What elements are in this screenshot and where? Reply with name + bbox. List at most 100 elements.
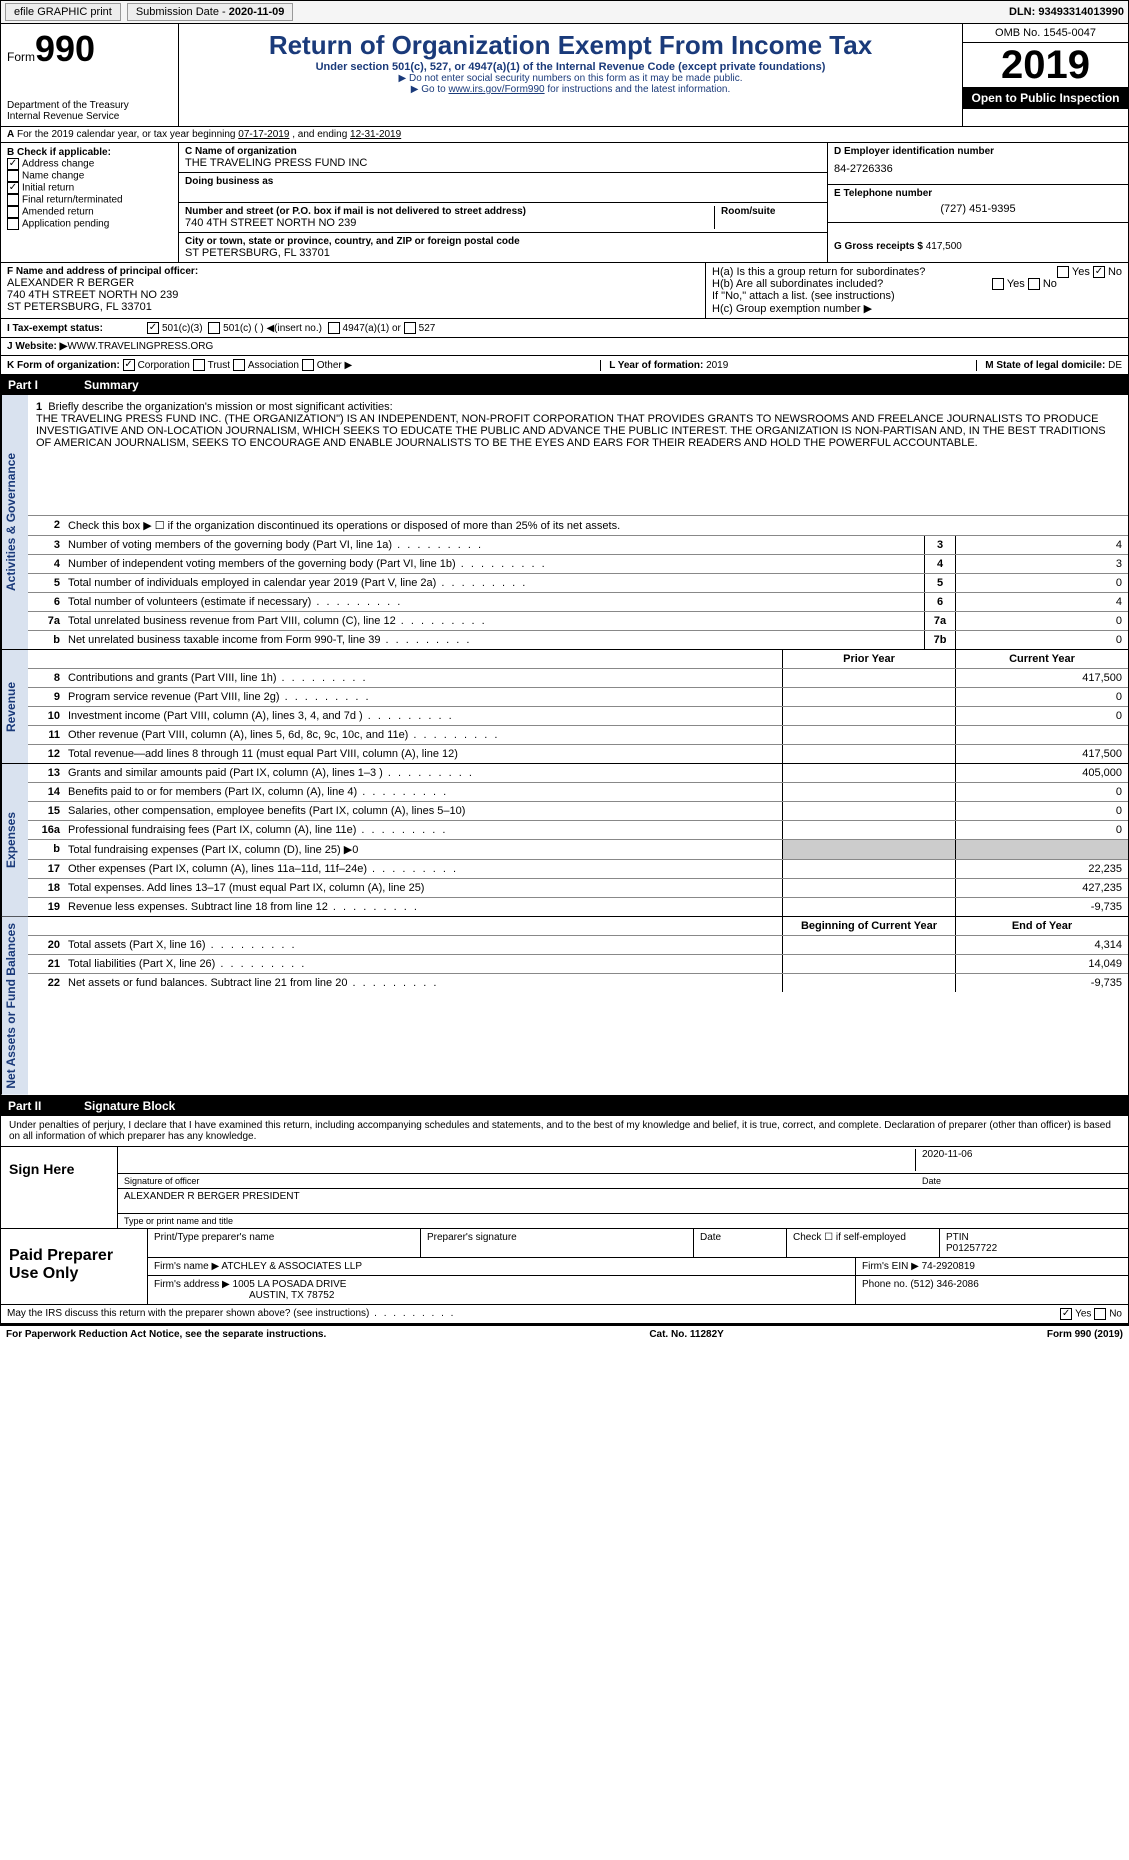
ck-501c3[interactable] (147, 322, 159, 334)
section-fh: F Name and address of principal officer:… (0, 263, 1129, 319)
firm-phone-value: (512) 346-2086 (910, 1279, 978, 1290)
sig-officer-name: ALEXANDER R BERGER PRESIDENT (124, 1191, 300, 1211)
submission-date-button[interactable]: Submission Date - 2020-11-09 (127, 3, 294, 21)
signature-block: Under penalties of perjury, I declare th… (0, 1116, 1129, 1305)
f-officer-addr1: 740 4TH STREET NORTH NO 239 (7, 289, 699, 301)
ck-trust[interactable] (193, 359, 205, 371)
line-19: 19Revenue less expenses. Subtract line 1… (28, 897, 1128, 916)
firm-addr1: 1005 LA POSADA DRIVE (233, 1279, 347, 1290)
ck-final-return[interactable] (7, 194, 19, 206)
c-name-label: C Name of organization (185, 146, 821, 157)
firm-name-value: ATCHLEY & ASSOCIATES LLP (221, 1261, 362, 1272)
section-bcd: B Check if applicable: Address change Na… (0, 143, 1129, 263)
m-state-domicile: M State of legal domicile: DE (976, 360, 1122, 371)
c-street-value: 740 4TH STREET NORTH NO 239 (185, 217, 714, 229)
c-dba-value (185, 187, 821, 199)
ck-initial-return[interactable] (7, 182, 19, 194)
ck-hb-yes[interactable] (992, 278, 1004, 290)
box-deg: D Employer identification number 84-2726… (827, 143, 1128, 262)
hb-label: H(b) Are all subordinates included? (712, 278, 883, 290)
line-1-mission: 1 Briefly describe the organization's mi… (28, 395, 1128, 515)
f-label: F Name and address of principal officer: (7, 266, 699, 277)
line-9-cur: 0 (955, 688, 1128, 706)
line-13-cur: 405,000 (955, 764, 1128, 782)
row-j-website: J Website: ▶ WWW.TRAVELINGPRESS.ORG (0, 338, 1129, 356)
prep-h3: Date (694, 1229, 787, 1257)
ck-4947[interactable] (328, 322, 340, 334)
line-3-text: Number of voting members of the governin… (64, 536, 924, 554)
line-12-cur: 417,500 (955, 745, 1128, 763)
i-4947: 4947(a)(1) or (343, 323, 401, 334)
col-end-year: End of Year (955, 917, 1128, 935)
form-title: Return of Organization Exempt From Incom… (185, 30, 956, 61)
header-right: OMB No. 1545-0047 2019 Open to Public In… (962, 24, 1128, 126)
ck-name-change[interactable] (7, 170, 19, 182)
pra-notice: For Paperwork Reduction Act Notice, see … (6, 1329, 326, 1340)
line-20-eoy: 4,314 (955, 936, 1128, 954)
vtab-net-assets: Net Assets or Fund Balances (1, 917, 28, 1095)
form-note2: ▶ Go to www.irs.gov/Form990 for instruct… (185, 84, 956, 95)
note2-a: ▶ Go to (411, 84, 449, 95)
efile-print-button[interactable]: efile GRAPHIC print (5, 3, 121, 21)
ck-discuss-no[interactable] (1094, 1308, 1106, 1320)
b-header: B Check if applicable: (7, 147, 172, 158)
firm-ein-label: Firm's EIN ▶ (862, 1261, 922, 1272)
col-prior-year: Prior Year (782, 650, 955, 668)
line-8: 8Contributions and grants (Part VIII, li… (28, 668, 1128, 687)
discuss-no: No (1109, 1308, 1122, 1319)
ck-527[interactable] (404, 322, 416, 334)
line-20-boy (782, 936, 955, 954)
line-18-prior (782, 879, 955, 897)
line-14-prior (782, 783, 955, 801)
line-16a-cur: 0 (955, 821, 1128, 839)
g-gross-value: 417,500 (926, 241, 962, 252)
ck-hb-no[interactable] (1028, 278, 1040, 290)
line-11-prior (782, 726, 955, 744)
line-4-val: 3 (955, 555, 1128, 573)
col-current-year: Current Year (955, 650, 1128, 668)
ck-discuss-yes[interactable] (1060, 1308, 1072, 1320)
line-7b-val: 0 (955, 631, 1128, 649)
line-3-val: 4 (955, 536, 1128, 554)
ck-association[interactable] (233, 359, 245, 371)
line-7b: bNet unrelated business taxable income f… (28, 630, 1128, 649)
vtab-revenue: Revenue (1, 650, 28, 763)
section-net-assets: Net Assets or Fund Balances Beginning of… (0, 917, 1129, 1096)
ck-ha-no[interactable] (1093, 266, 1105, 278)
box-b: B Check if applicable: Address change Na… (1, 143, 179, 262)
k-assoc: Association (248, 360, 299, 371)
ck-corporation[interactable] (123, 359, 135, 371)
lbl-amended-return: Amended return (22, 207, 94, 218)
line-4-text: Number of independent voting members of … (64, 555, 924, 573)
irs-link[interactable]: www.irs.gov/Form990 (448, 84, 544, 95)
ck-amended-return[interactable] (7, 206, 19, 218)
ck-address-change[interactable] (7, 158, 19, 170)
line-14: 14Benefits paid to or for members (Part … (28, 782, 1128, 801)
sign-here-row: Sign Here 2020-11-06 Signature of office… (1, 1146, 1128, 1228)
top-bar: efile GRAPHIC print Submission Date - 20… (0, 0, 1129, 24)
line-11: 11Other revenue (Part VIII, column (A), … (28, 725, 1128, 744)
ck-other[interactable] (302, 359, 314, 371)
c-city-label: City or town, state or province, country… (185, 236, 821, 247)
line-12: 12Total revenue—add lines 8 through 11 (… (28, 744, 1128, 763)
ck-501c[interactable] (208, 322, 220, 334)
sig-intro-text: Under penalties of perjury, I declare th… (1, 1116, 1128, 1146)
line-18: 18Total expenses. Add lines 13–17 (must … (28, 878, 1128, 897)
line-21: 21Total liabilities (Part X, line 26)14,… (28, 954, 1128, 973)
line-10-cur: 0 (955, 707, 1128, 725)
prep-h5: PTIN (946, 1232, 969, 1243)
ck-application-pending[interactable] (7, 218, 19, 230)
line-20: 20Total assets (Part X, line 16)4,314 (28, 935, 1128, 954)
line-12-text: Total revenue—add lines 8 through 11 (mu… (64, 745, 782, 763)
line-19-text: Revenue less expenses. Subtract line 18 … (64, 898, 782, 916)
line-11-text: Other revenue (Part VIII, column (A), li… (64, 726, 782, 744)
firm-phone-label: Phone no. (862, 1279, 910, 1290)
line-17-cur: 22,235 (955, 860, 1128, 878)
ck-ha-yes[interactable] (1057, 266, 1069, 278)
rowa-end: 12-31-2019 (350, 129, 401, 140)
sig-name-label: Type or print name and title (118, 1213, 1128, 1228)
note2-b: for instructions and the latest informat… (545, 84, 731, 95)
lbl-name-change: Name change (22, 171, 84, 182)
line-16b-text: Total fundraising expenses (Part IX, col… (64, 840, 782, 859)
line-15-prior (782, 802, 955, 820)
